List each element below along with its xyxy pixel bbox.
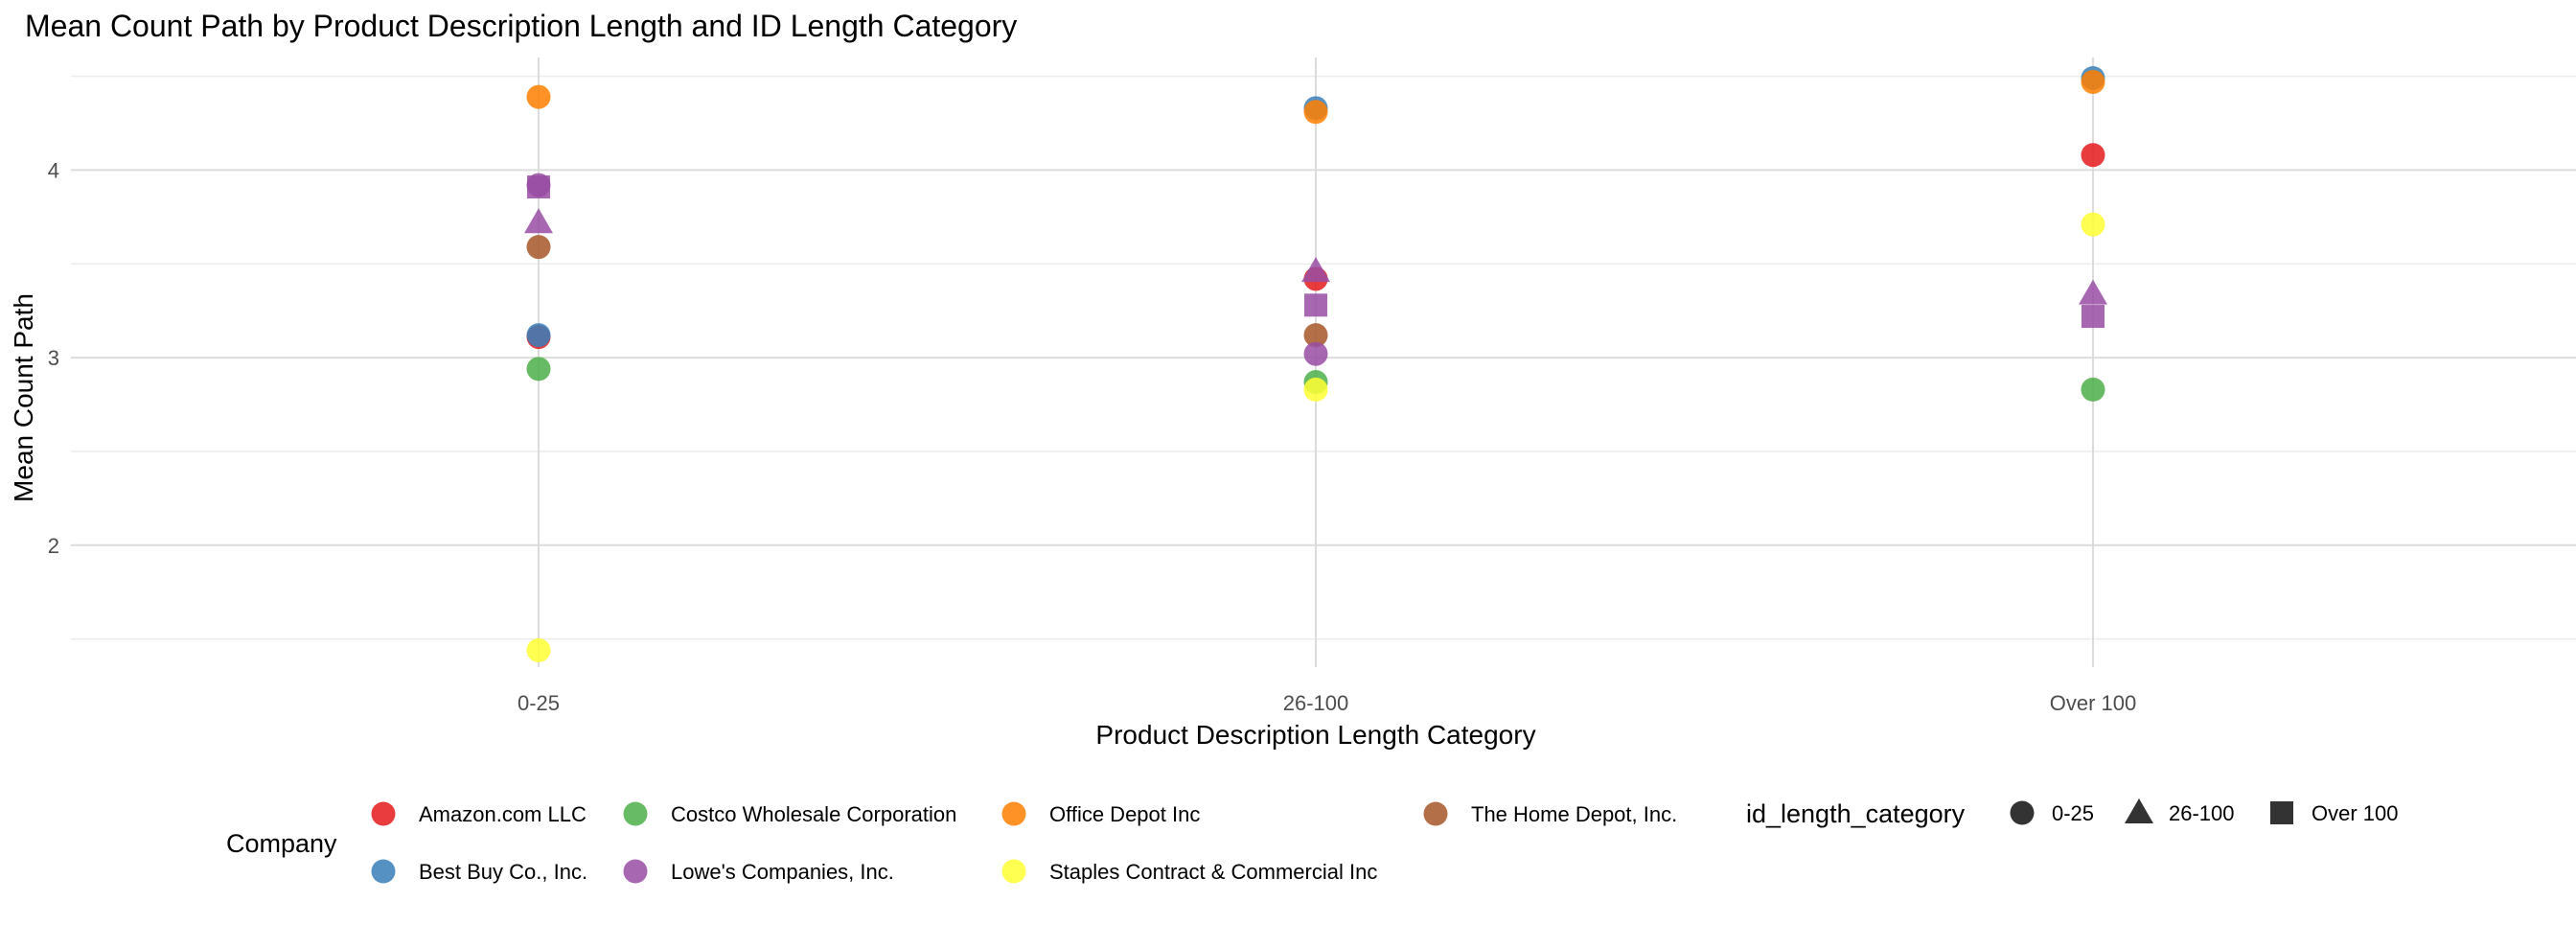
- data-point: [526, 637, 551, 662]
- chart-title: Mean Count Path by Product Description L…: [25, 9, 1017, 43]
- data-point: [1303, 323, 1328, 348]
- data-point: [2081, 143, 2105, 168]
- data-point: [526, 323, 551, 348]
- legend-label: Office Depot Inc: [1049, 802, 1200, 826]
- x-tick-label: Over 100: [2050, 691, 2137, 715]
- data-point: [524, 208, 553, 234]
- grid-lines: [71, 58, 2576, 667]
- legend: Company Amazon.com LLC Best Buy Co., Inc.…: [226, 798, 2399, 884]
- data-point: [2082, 305, 2104, 329]
- legend-label: The Home Depot, Inc.: [1471, 802, 1677, 826]
- legend-key-circle: [1001, 859, 1026, 884]
- legend-key-circle: [623, 859, 648, 884]
- data-point: [527, 175, 550, 199]
- legend-key-circle: [371, 801, 396, 826]
- data-point: [1301, 257, 1330, 283]
- legend-key-circle: [1423, 801, 1448, 826]
- shape-legend-title: id_length_category: [1746, 799, 1966, 828]
- data-point: [526, 357, 551, 382]
- x-tick-label: 0-25: [518, 691, 560, 715]
- shape-legend-key: [2125, 798, 2153, 823]
- data-point: [1303, 100, 1328, 125]
- shape-legend-label: Over 100: [2312, 801, 2399, 825]
- shape-legend-label: 0-25: [2052, 801, 2094, 825]
- data-point: [1304, 293, 1327, 317]
- shape-legend-key: [2010, 800, 2035, 825]
- shape-legend-label: 26-100: [2169, 801, 2235, 825]
- data-point: [2081, 377, 2105, 402]
- data-point: [1303, 341, 1328, 366]
- data-point: [526, 84, 551, 109]
- data-point: [2081, 212, 2105, 237]
- data-points: [524, 66, 2107, 662]
- data-point: [2081, 69, 2105, 94]
- legend-key-circle: [1001, 801, 1026, 826]
- shape-legend-key: [2270, 801, 2293, 824]
- y-tick-labels: 2 3 4: [48, 158, 59, 557]
- x-tick-labels: 0-25 26-100 Over 100: [518, 691, 2136, 715]
- company-legend: Amazon.com LLC Best Buy Co., Inc. Costco W…: [371, 801, 1677, 884]
- shape-legend: 0-25 26-100 Over 100: [2010, 798, 2399, 825]
- legend-key-circle: [371, 859, 396, 884]
- y-tick-label: 2: [48, 534, 59, 558]
- legend-label: Amazon.com LLC: [419, 802, 586, 826]
- data-point: [2079, 279, 2107, 305]
- y-tick-label: 4: [48, 158, 59, 182]
- data-point: [526, 235, 551, 260]
- legend-key-circle: [623, 801, 648, 826]
- color-legend-title: Company: [226, 829, 337, 858]
- legend-label: Staples Contract & Commercial Inc: [1049, 860, 1377, 884]
- legend-label: Lowe's Companies, Inc.: [671, 860, 894, 884]
- x-tick-label: 26-100: [1283, 691, 1349, 715]
- legend-label: Best Buy Co., Inc.: [419, 860, 587, 884]
- y-axis-label: Mean Count Path: [9, 293, 38, 502]
- y-tick-label: 3: [48, 346, 59, 370]
- x-axis-label: Product Description Length Category: [1095, 720, 1535, 750]
- data-point: [1303, 377, 1328, 402]
- legend-label: Costco Wholesale Corporation: [671, 802, 956, 826]
